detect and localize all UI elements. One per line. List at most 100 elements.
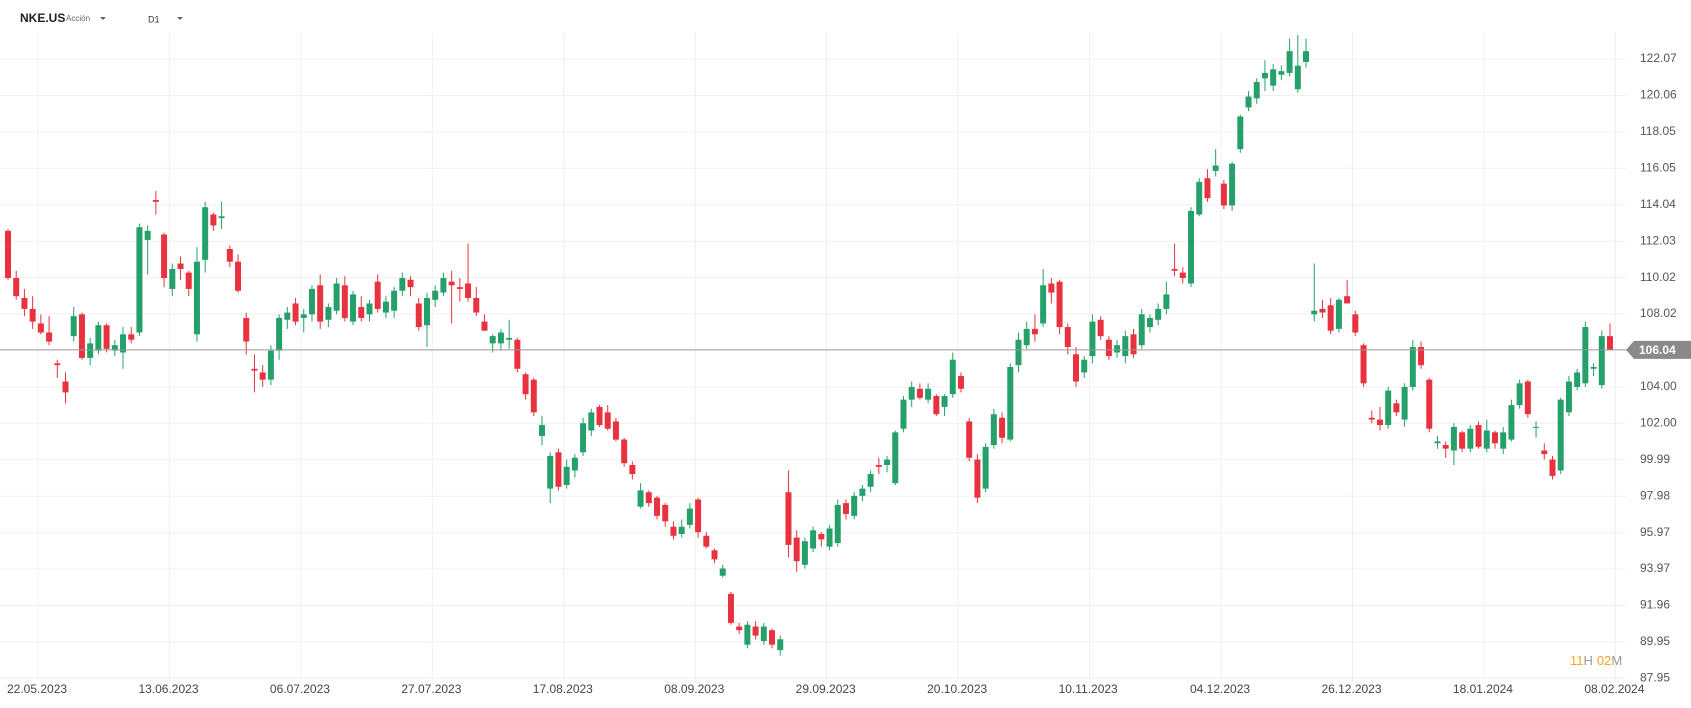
countdown-hours: 11 xyxy=(1570,653,1584,668)
candle-body xyxy=(990,414,997,446)
candle-body xyxy=(1155,308,1162,320)
candle-body xyxy=(333,283,340,311)
candle-body xyxy=(1237,116,1244,150)
candle-body xyxy=(13,278,20,297)
candle-body xyxy=(1376,419,1383,426)
candle-body xyxy=(892,432,899,484)
candle-body xyxy=(760,626,767,642)
candle-body xyxy=(1056,281,1063,328)
candle-body xyxy=(267,350,274,380)
candle-body xyxy=(37,323,44,333)
candle-body xyxy=(752,626,759,636)
candle-body xyxy=(1385,390,1392,426)
candle-body xyxy=(941,396,948,407)
candle-body xyxy=(801,541,808,565)
candle-body xyxy=(1146,317,1153,328)
candle-body xyxy=(547,455,554,489)
y-tick-label: 89.95 xyxy=(1640,634,1670,648)
candle-body xyxy=(185,272,192,289)
candle-body xyxy=(711,550,718,560)
candle-body xyxy=(834,504,841,544)
candle-body xyxy=(1114,345,1121,353)
candle-body xyxy=(530,379,537,413)
candle-body xyxy=(884,459,891,465)
y-tick-label: 93.97 xyxy=(1640,561,1670,575)
candle-body xyxy=(851,495,858,516)
y-tick-label: 104.00 xyxy=(1640,379,1677,393)
candle-body xyxy=(1064,327,1071,348)
candle-body xyxy=(276,317,283,351)
candle-body xyxy=(1549,459,1556,476)
candle-body xyxy=(120,334,127,353)
y-tick-label: 110.02 xyxy=(1640,270,1676,284)
countdown-h: H xyxy=(1584,653,1593,668)
candle-body xyxy=(966,421,973,458)
candle-body xyxy=(769,630,776,645)
candle-body xyxy=(826,528,833,547)
candle-body xyxy=(1541,450,1548,455)
y-tick-label: 118.05 xyxy=(1640,124,1676,138)
candle-body xyxy=(1582,327,1589,384)
candle-body xyxy=(325,307,332,320)
candle-body xyxy=(300,314,307,318)
candle-body xyxy=(1073,354,1079,382)
candle-body xyxy=(399,278,406,291)
candle-body xyxy=(1475,425,1482,447)
candle-body xyxy=(1294,65,1301,90)
candle-body xyxy=(235,261,242,291)
x-tick-label: 06.07.2023 xyxy=(270,682,330,696)
candle-body xyxy=(793,537,800,562)
last-price-label: 106.04 xyxy=(1639,343,1676,357)
candle-body xyxy=(645,492,652,504)
candle-body xyxy=(957,376,964,389)
candle-body xyxy=(350,294,357,322)
candle-body xyxy=(5,230,11,279)
candle-body xyxy=(974,459,981,498)
candle-body xyxy=(1204,178,1211,199)
candle-body xyxy=(78,314,85,358)
candle-body xyxy=(169,268,176,289)
candle-body xyxy=(637,490,644,507)
candle-body xyxy=(867,474,874,487)
timeframe[interactable]: D1 xyxy=(148,14,160,24)
candle-body xyxy=(818,533,825,540)
candle-body xyxy=(374,281,381,309)
candle-body xyxy=(900,399,907,429)
symbol-dropdown[interactable] xyxy=(100,17,106,20)
y-tick-label: 102.00 xyxy=(1640,415,1677,429)
candle-body xyxy=(70,316,77,337)
candle-body xyxy=(1286,51,1293,73)
candle-body xyxy=(1459,432,1466,449)
x-tick-label: 18.01.2024 xyxy=(1453,682,1513,696)
y-tick-label: 122.07 xyxy=(1640,51,1677,65)
candle-body xyxy=(1500,432,1507,449)
candle-body xyxy=(727,593,734,623)
candle-body xyxy=(1434,441,1441,444)
candle-body xyxy=(87,343,94,358)
candle-body xyxy=(933,396,940,415)
instrument-type: Acción xyxy=(66,14,90,23)
y-tick-label: 114.04 xyxy=(1640,197,1676,211)
candle-body xyxy=(54,363,61,366)
candle-body xyxy=(1508,405,1515,440)
candle-body xyxy=(736,626,743,631)
candle-body xyxy=(1418,347,1425,366)
candle-body xyxy=(703,535,710,547)
x-tick-label: 08.02.2024 xyxy=(1584,682,1644,696)
candle-body xyxy=(218,216,225,219)
timeframe-dropdown[interactable] xyxy=(177,17,183,20)
y-tick-label: 108.02 xyxy=(1640,306,1677,320)
grid xyxy=(0,33,1626,681)
candle-body xyxy=(1229,163,1236,206)
candle-body xyxy=(177,263,184,269)
symbol[interactable]: NKE.US xyxy=(20,11,65,25)
x-tick-label: 22.05.2023 xyxy=(7,682,67,696)
candle-body xyxy=(1574,372,1581,387)
candle-body xyxy=(1245,96,1252,108)
candle-body xyxy=(1442,445,1449,449)
candle-body xyxy=(916,388,923,398)
candle-body xyxy=(103,325,110,349)
candle-body xyxy=(1352,314,1359,333)
candle-body xyxy=(571,457,578,471)
candle-body xyxy=(777,639,784,651)
